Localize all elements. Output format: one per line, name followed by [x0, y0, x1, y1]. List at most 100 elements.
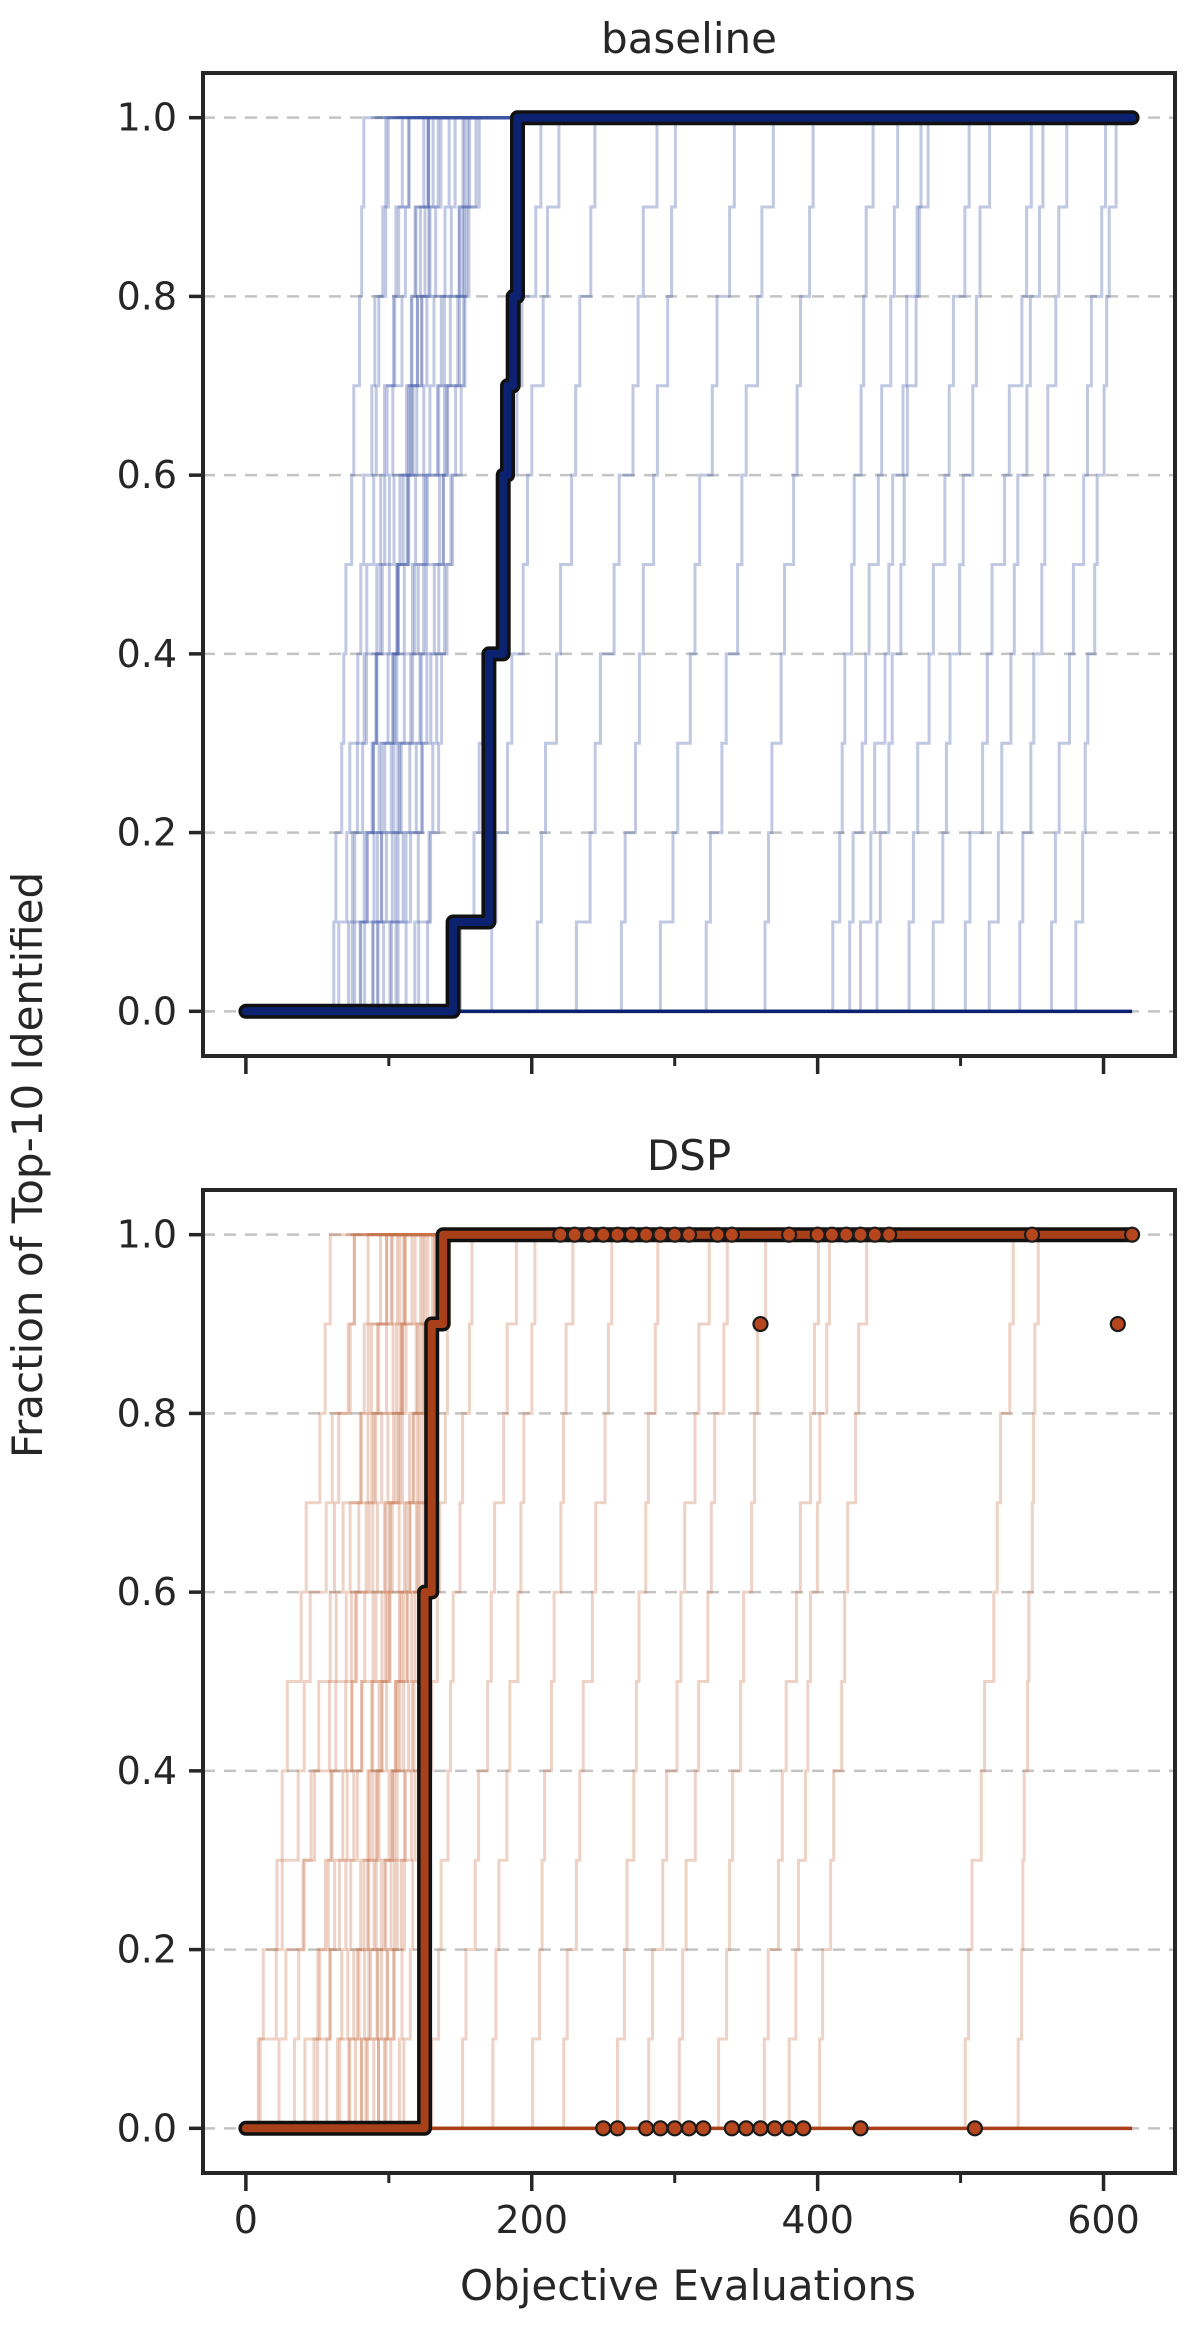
- axes-frame: [201, 1188, 1177, 2175]
- run-line: [245, 116, 982, 1013]
- run-line: [245, 1233, 1025, 2130]
- run-end-marker: [1124, 1226, 1141, 1243]
- chart-baseline: 0.0 0.2 0.4 0.6 0.8 1.0 baseline: [117, 14, 1177, 1074]
- run-line: [245, 116, 485, 1013]
- run-end-marker: [966, 2120, 983, 2137]
- run-line: [245, 1233, 525, 2130]
- run-line: [245, 1233, 368, 2130]
- run-line: [245, 116, 396, 1013]
- run-line: [245, 116, 442, 1013]
- run-line: [245, 116, 375, 1013]
- run-end-marker: [766, 2120, 783, 2137]
- shared-ylabel: Fraction of Top-10 Identified: [3, 872, 52, 1458]
- run-end-marker: [1109, 1315, 1126, 1333]
- run-end-marker: [666, 1226, 683, 1243]
- run-line: [245, 1233, 346, 2130]
- run-line: [245, 116, 1125, 1013]
- y-tick-label: 0.2: [117, 1928, 177, 1972]
- run-line: [245, 116, 422, 1013]
- run-line: [245, 116, 1118, 1013]
- run-line: [245, 1233, 482, 2130]
- run-end-marker: [752, 1315, 769, 1333]
- x-tick-label: 600: [1067, 2198, 1140, 2242]
- run-end-marker: [623, 1226, 640, 1243]
- y-tick-label: 0.8: [117, 274, 177, 318]
- run-line: [245, 1233, 396, 2130]
- run-end-marker: [866, 1226, 883, 1243]
- run-end-marker: [680, 2120, 698, 2137]
- run-end-marker: [595, 2120, 612, 2137]
- run-line: [245, 1233, 442, 2130]
- run-line: [245, 1233, 435, 2130]
- run-line: [245, 1233, 425, 2130]
- run-line: [245, 116, 484, 1013]
- run-end-marker: [580, 1226, 598, 1243]
- run-line: [245, 1233, 739, 2130]
- run-end-marker: [795, 2120, 812, 2137]
- y-tick-label: 0.0: [117, 989, 177, 1033]
- run-line: [245, 1233, 404, 2130]
- run-line: [245, 116, 1075, 1013]
- axes-frame: [201, 71, 1177, 1058]
- run-end-marker: [809, 1226, 826, 1243]
- run-line: [245, 116, 411, 1013]
- run-line: [245, 1233, 389, 2130]
- run-end-marker: [609, 2120, 626, 2137]
- run-line: [245, 116, 911, 1013]
- x-tick-label: 200: [495, 2198, 568, 2242]
- run-line: [245, 116, 466, 1013]
- run-line: [245, 1233, 382, 2130]
- run-line: [245, 116, 482, 1013]
- run-line: [245, 116, 1000, 1013]
- run-end-marker: [723, 1226, 740, 1243]
- run-line: [245, 1233, 416, 2130]
- run-line: [245, 116, 689, 1013]
- run-end-marker: [595, 1226, 612, 1243]
- y-tick-label: 1.0: [117, 1213, 177, 1257]
- run-line: [245, 1233, 404, 2130]
- y-tick-label: 0.0: [117, 2106, 177, 2150]
- run-end-marker: [1023, 1226, 1041, 1243]
- run-end-marker: [823, 1226, 841, 1243]
- chart-dsp: 0.0 0.2 0.4 0.6 0.8 1.0 0 200 400 600 DSP: [117, 1131, 1177, 2242]
- run-line: [245, 116, 446, 1013]
- run-line: [245, 1233, 775, 2130]
- run-line: [245, 116, 668, 1013]
- run-end-marker: [780, 1226, 798, 1243]
- run-end-marker: [566, 1226, 583, 1243]
- run-end-marker: [709, 1226, 726, 1243]
- run-line: [245, 116, 1047, 1013]
- run-line: [245, 1233, 718, 2130]
- run-end-marker: [852, 1226, 869, 1243]
- median-run-line: [241, 113, 1137, 1016]
- run-line: [245, 1233, 875, 2130]
- run-line: [245, 116, 825, 1013]
- chart-title: DSP: [647, 1131, 731, 1180]
- run-end-marker: [881, 1226, 898, 1243]
- run-line: [245, 116, 439, 1013]
- run-line: [245, 1233, 547, 2130]
- run-end-marker: [638, 2120, 655, 2137]
- run-line: [245, 116, 1054, 1013]
- run-line: [245, 116, 882, 1013]
- run-line: [245, 116, 448, 1013]
- run-line: [245, 1233, 421, 2130]
- shared-xlabel: Objective Evaluations: [460, 2261, 916, 2310]
- run-line: [245, 116, 747, 1013]
- run-end-marker: [738, 2120, 755, 2137]
- run-line: [245, 1233, 418, 2130]
- run-line: [245, 1233, 582, 2130]
- run-end-marker: [838, 1226, 855, 1243]
- run-line: [245, 116, 434, 1013]
- run-line: [245, 116, 937, 1013]
- y-tick-label: 0.4: [117, 1749, 177, 1793]
- run-end-marker: [723, 2120, 740, 2137]
- run-line: [245, 116, 608, 1013]
- run-end-marker: [780, 2120, 798, 2137]
- run-line: [245, 1233, 1047, 2130]
- run-end-marker: [638, 1226, 655, 1243]
- run-line: [245, 116, 478, 1013]
- run-end-marker: [695, 2120, 712, 2137]
- run-line: [245, 116, 436, 1013]
- run-line: [245, 1233, 434, 2130]
